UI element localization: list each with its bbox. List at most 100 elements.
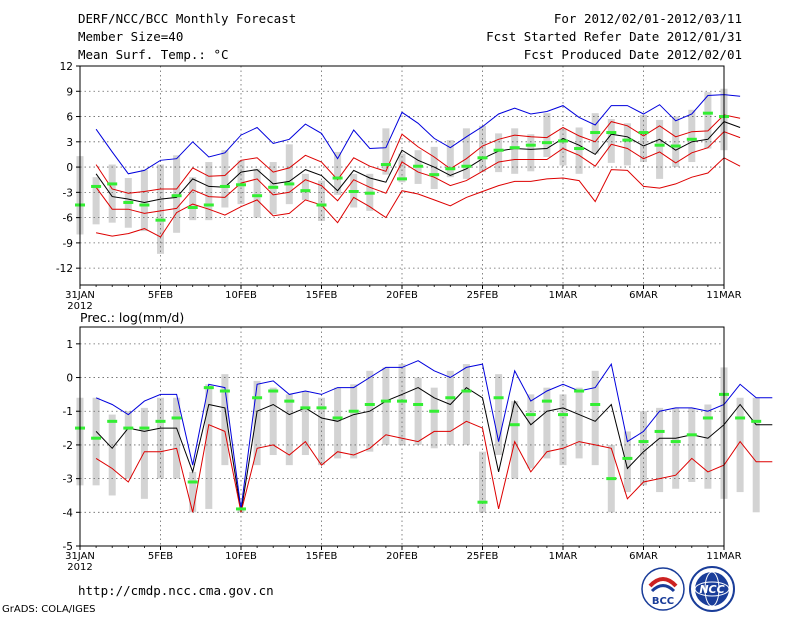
temp-obs-marker: [203, 203, 214, 207]
prec-title: Prec.: log(mm/d): [80, 310, 184, 325]
temp-spread-bar: [173, 155, 181, 233]
bcc-logo: BCC: [641, 567, 685, 611]
temp-lower-bound-line: [95, 157, 741, 238]
temp-ytick-label: -12: [56, 263, 73, 275]
prec-spread-bar: [253, 380, 261, 466]
temp-spread-bar: [479, 125, 486, 173]
fcst-produced-label: Fcst Produced Date 2012/02/01: [523, 47, 742, 62]
temp-obs-marker: [638, 131, 649, 135]
prec-spread-bar: [656, 407, 664, 493]
temp-obs-marker: [558, 139, 568, 143]
prec-obs-marker: [622, 456, 633, 460]
temp-obs-marker: [155, 218, 166, 222]
prec-obs-marker: [236, 507, 246, 511]
prec-spread-bar: [334, 387, 342, 459]
prec-obs-marker: [429, 409, 440, 413]
temp-spread-bar: [672, 116, 680, 168]
prec-obs-marker: [509, 423, 520, 427]
temp-obs-marker: [702, 111, 713, 115]
temp-ytick-label: -6: [63, 213, 74, 225]
prec-obs-marker: [187, 480, 198, 484]
temp-ytick-label: -3: [63, 187, 73, 199]
prec-spread-bar: [527, 394, 535, 469]
prec-obs-marker: [300, 406, 311, 410]
prec-spread-bar: [736, 397, 744, 493]
temp-spread-bar: [398, 153, 406, 183]
temp-xtick-label: 25FEB: [467, 290, 499, 301]
prec-obs-marker: [348, 409, 359, 413]
prec-spread-bar: [140, 407, 148, 499]
temp-obs-marker: [316, 203, 327, 207]
temp-spread-bar: [221, 150, 229, 208]
bcc-logo-text: BCC: [652, 596, 674, 607]
prec-spread-bar: [623, 431, 631, 493]
temp-obs-marker: [171, 194, 182, 198]
temp-spread-bar: [575, 127, 583, 174]
temp-spread-bar: [527, 134, 535, 172]
temp-obs-marker: [187, 206, 198, 210]
temp-spread-bar: [108, 164, 116, 223]
temp-xtick-label: 10FEB: [225, 290, 257, 301]
prec-obs-marker: [525, 413, 536, 417]
temp-obs-marker: [300, 189, 311, 193]
prec-spread-bar: [559, 394, 567, 466]
temp-ytick-label: 3: [66, 137, 73, 149]
prec-spread-bar: [350, 384, 358, 459]
prec-obs-marker: [735, 416, 746, 420]
temp-upper-bound-line: [95, 94, 741, 175]
temp-spread-bar: [205, 162, 213, 221]
figure-title: DERF/NCC/BCC Monthly Forecast: [78, 11, 297, 26]
temp-obs-marker: [509, 146, 520, 150]
temp-obs-marker: [525, 143, 536, 147]
prec-spread-bar: [543, 387, 551, 459]
prec-obs-marker: [590, 402, 601, 406]
temp-obs-marker: [461, 164, 472, 168]
prec-obs-marker: [219, 389, 230, 393]
temp-spread-bar: [382, 128, 390, 175]
temp-spread-bar: [656, 119, 664, 179]
prec-obs-marker: [380, 399, 391, 403]
prec-spread-bar: [495, 374, 503, 456]
prec-xtick-label: 31JAN: [65, 551, 95, 562]
temp-spread-bar: [543, 113, 551, 157]
prec-obs-marker: [654, 429, 665, 433]
prec-obs-marker: [268, 389, 279, 393]
prec-ytick-label: 1: [66, 339, 73, 351]
prec-spread-bar: [269, 387, 277, 456]
temp-obs-marker: [477, 156, 488, 160]
prec-ensemble-mean-line: [95, 386, 773, 513]
temp-spread-bar: [189, 177, 197, 221]
forecast-range-label: For 2012/02/01-2012/03/11: [553, 11, 742, 26]
prec-ytick-label: 0: [66, 373, 73, 385]
temp-obs-marker: [348, 190, 359, 194]
prec-obs-marker: [702, 416, 713, 420]
prec-xtick-label: 15FEB: [306, 551, 338, 562]
prec-obs-marker: [686, 433, 697, 437]
prec-xtick-label: 1MAR: [549, 551, 578, 562]
temp-xtick-label: 20FEB: [386, 290, 418, 301]
prec-obs-marker: [477, 500, 488, 504]
temp-spread-bar: [157, 164, 164, 254]
prec-spread-bar: [591, 370, 599, 466]
prec-xtick-label: 11MAR: [706, 551, 741, 562]
prec-spread-bar: [157, 397, 164, 479]
temp-frame: [79, 65, 725, 286]
source-url: http://cmdp.ncc.cma.gov.cn: [78, 583, 274, 598]
prec-obs-marker: [155, 419, 166, 423]
prec-spread-bar: [462, 364, 470, 445]
temp-obs-marker: [429, 173, 440, 177]
temp-ytick-label: 9: [66, 86, 73, 98]
temp-obs-marker: [139, 203, 150, 207]
temp-spread-bar: [92, 177, 100, 225]
prec-spread-bar: [205, 384, 213, 509]
prec-obs-marker: [316, 406, 327, 410]
temp-xtick-label: 5FEB: [148, 290, 173, 301]
prec-obs-marker: [139, 426, 150, 430]
temp-upper-inner-line: [95, 114, 741, 194]
prec-xtick-sublabel: 2012: [67, 562, 92, 573]
temp-spread-bar: [704, 92, 712, 149]
prec-spread-bar: [688, 407, 696, 482]
temp-spread-bar: [430, 146, 438, 189]
prec-obs-marker: [123, 426, 134, 430]
